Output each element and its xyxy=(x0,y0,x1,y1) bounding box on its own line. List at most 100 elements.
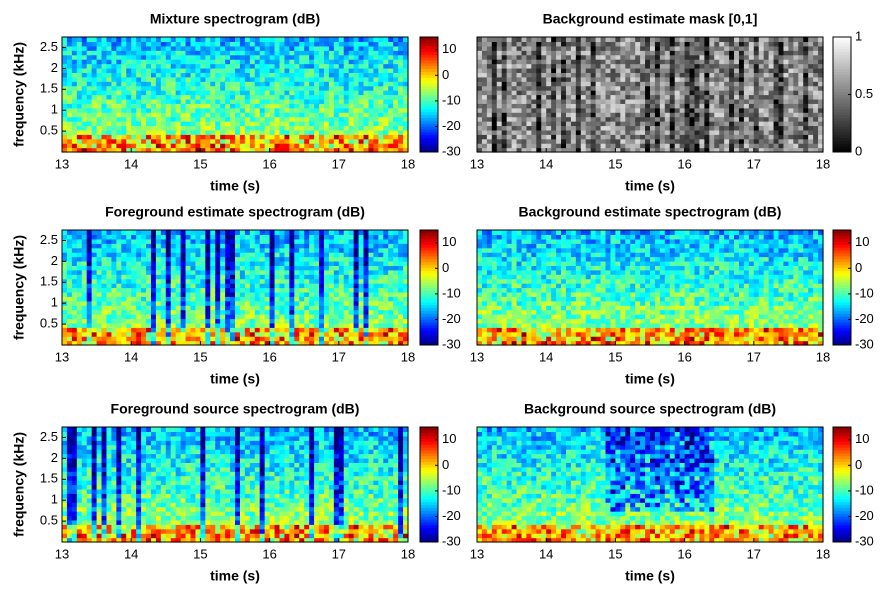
spectrogram-cell xyxy=(596,86,602,91)
spectrogram-cell xyxy=(610,99,616,104)
spectrogram-cell xyxy=(235,292,241,297)
spectrogram-cell xyxy=(106,112,112,117)
spectrogram-cell xyxy=(146,95,152,100)
spectrogram-cell xyxy=(788,143,794,148)
spectrogram-cell xyxy=(739,143,745,148)
spectrogram-cell xyxy=(141,112,147,117)
spectrogram-cell xyxy=(215,121,221,126)
spectrogram-cell xyxy=(200,296,206,301)
spectrogram-cell xyxy=(72,72,78,77)
spectrogram-cell xyxy=(284,296,290,301)
spectrogram-cell xyxy=(309,90,315,95)
y-tick-label: 2 xyxy=(51,60,58,75)
spectrogram-cell xyxy=(724,55,730,60)
colorbar-cell xyxy=(420,40,438,43)
spectrogram-cell xyxy=(541,50,547,55)
spectrogram-cell xyxy=(581,139,587,144)
colorbar-tick-label: -20 xyxy=(442,118,461,133)
spectrogram-cell xyxy=(314,125,320,130)
spectrogram-cell xyxy=(541,41,547,46)
spectrogram-cell xyxy=(650,130,656,135)
spectrogram-cell xyxy=(601,55,607,60)
spectrogram-cell xyxy=(734,77,740,82)
spectrogram-cell xyxy=(270,283,276,288)
spectrogram-cell xyxy=(576,134,582,139)
spectrogram-cell xyxy=(359,108,365,113)
spectrogram-cell xyxy=(289,90,295,95)
spectrogram-cell xyxy=(126,46,132,51)
spectrogram-cell xyxy=(260,310,266,315)
spectrogram-cell xyxy=(176,143,182,148)
spectrogram-cell xyxy=(526,50,532,55)
spectrogram-cell xyxy=(606,72,612,77)
spectrogram-cell xyxy=(546,125,552,130)
spectrogram-cell xyxy=(200,55,206,60)
spectrogram-cell xyxy=(151,90,157,95)
spectrogram-cell xyxy=(640,134,646,139)
spectrogram-cell xyxy=(181,301,187,306)
spectrogram-cell xyxy=(255,327,261,332)
spectrogram-cell xyxy=(131,283,137,288)
spectrogram-cell xyxy=(121,77,127,82)
spectrogram-cell xyxy=(245,301,251,306)
spectrogram-cell xyxy=(102,248,108,253)
spectrogram-cell xyxy=(230,336,236,341)
spectrogram-cell xyxy=(615,112,621,117)
spectrogram-cell xyxy=(240,117,246,122)
spectrogram-cell xyxy=(329,37,335,42)
spectrogram-cell xyxy=(749,134,755,139)
spectrogram-cell xyxy=(571,81,577,86)
spectrogram-cell xyxy=(571,72,577,77)
spectrogram-cell xyxy=(324,55,330,60)
spectrogram-cell xyxy=(215,130,221,135)
spectrogram-cell xyxy=(270,230,276,235)
spectrogram-cell xyxy=(270,310,276,315)
spectrogram-cell xyxy=(368,37,374,42)
spectrogram-cell xyxy=(250,310,256,315)
spectrogram-cell xyxy=(339,121,345,126)
spectrogram-cell xyxy=(191,99,197,104)
spectrogram-cell xyxy=(378,90,384,95)
spectrogram-cell xyxy=(106,68,112,73)
spectrogram-cell xyxy=(591,125,597,130)
spectrogram-cell xyxy=(205,305,211,310)
spectrogram-cell xyxy=(279,139,285,144)
spectrogram-cell xyxy=(230,279,236,284)
spectrogram-cell xyxy=(102,261,108,266)
spectrogram-cell xyxy=(265,64,271,69)
spectrogram-cell xyxy=(694,86,700,91)
spectrogram-cell xyxy=(675,134,681,139)
spectrogram-cell xyxy=(759,125,765,130)
spectrogram-cell xyxy=(195,90,201,95)
spectrogram-cell xyxy=(102,234,108,239)
spectrogram-cell xyxy=(279,323,285,328)
spectrogram-cell xyxy=(166,230,172,235)
spectrogram-cell xyxy=(195,279,201,284)
spectrogram-cell xyxy=(764,41,770,46)
spectrogram-cell xyxy=(660,143,666,148)
spectrogram-cell xyxy=(181,239,187,244)
spectrogram-cell xyxy=(102,95,108,100)
spectrogram-cell xyxy=(749,77,755,82)
spectrogram-cell xyxy=(82,64,88,69)
colorbar-cell xyxy=(833,40,851,43)
spectrogram-cell xyxy=(270,134,276,139)
spectrogram-cell xyxy=(215,288,221,293)
spectrogram-cell xyxy=(798,77,804,82)
spectrogram-cell xyxy=(191,130,197,135)
spectrogram-cell xyxy=(141,139,147,144)
spectrogram-cell xyxy=(719,50,725,55)
colorbar-cell xyxy=(833,86,851,89)
spectrogram-cell xyxy=(146,46,152,51)
spectrogram-cell xyxy=(808,68,814,73)
spectrogram-cell xyxy=(319,50,325,55)
spectrogram-cell xyxy=(116,125,122,130)
spectrogram-cell xyxy=(521,59,527,64)
spectrogram-cell xyxy=(645,86,651,91)
spectrogram-cell xyxy=(240,55,246,60)
spectrogram-cell xyxy=(512,143,518,148)
spectrogram-cell xyxy=(161,336,167,341)
spectrogram-cell xyxy=(324,68,330,73)
spectrogram-cell xyxy=(294,77,300,82)
spectrogram-cell xyxy=(344,125,350,130)
